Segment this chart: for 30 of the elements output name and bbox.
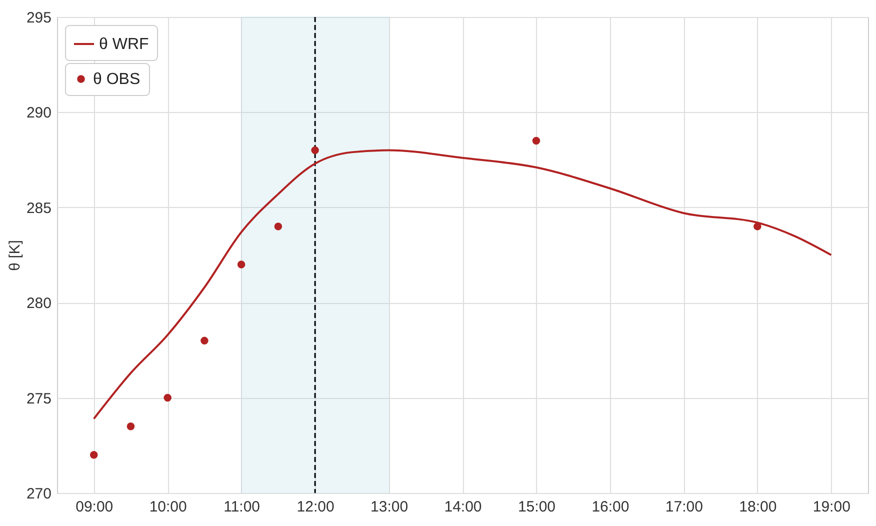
- x-tick-label: 13:00: [370, 498, 408, 516]
- x-tick-label: 19:00: [812, 498, 850, 516]
- legend-label: θ WRF: [99, 36, 149, 53]
- y-tick-label: 295: [26, 10, 52, 26]
- point: [274, 222, 282, 230]
- x-tick-label: 16:00: [592, 498, 630, 516]
- x-tick-label: 14:00: [444, 498, 482, 516]
- y-tick-label: 275: [26, 390, 52, 408]
- point: [237, 260, 246, 268]
- point: [164, 394, 172, 402]
- x-tick-label: 12:00: [296, 498, 334, 516]
- x-tick-label: 18:00: [739, 498, 777, 516]
- line-series: [92, 149, 832, 420]
- x-tick-label: 11:00: [224, 498, 260, 516]
- y-axis-title: θ [K]: [6, 240, 24, 271]
- point: [200, 336, 208, 345]
- y-tick-label: 280: [26, 295, 52, 312]
- y-tick-label: 290: [26, 104, 52, 122]
- point: [126, 422, 135, 430]
- point: [754, 222, 762, 230]
- point: [311, 146, 319, 154]
- point: [532, 136, 540, 145]
- x-tick-label: 10:00: [149, 498, 187, 516]
- legend-label: θ OBS: [93, 71, 140, 88]
- x-tick-label: 09:00: [76, 498, 114, 516]
- x-tick-label: 15:00: [518, 498, 556, 516]
- point: [90, 451, 98, 459]
- y-tick-label: 285: [26, 200, 52, 217]
- y-tick-label: 270: [26, 486, 52, 502]
- x-tick-label: 17:00: [665, 498, 703, 516]
